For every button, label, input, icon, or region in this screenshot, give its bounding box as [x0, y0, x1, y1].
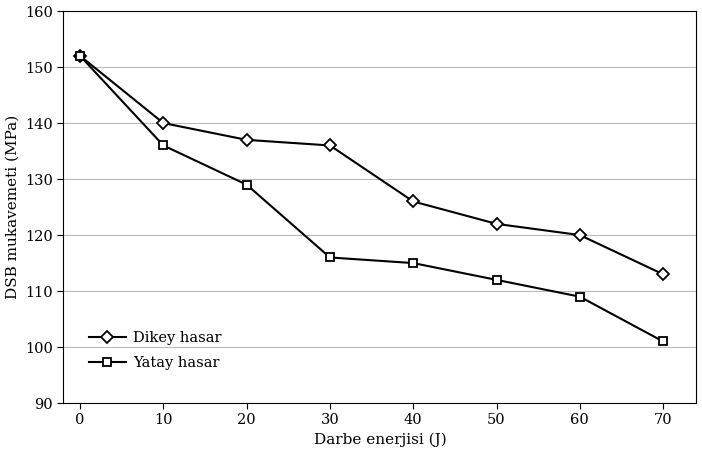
Yatay hasar	[492, 277, 501, 283]
Yatay hasar	[576, 294, 584, 299]
Dikey hasar	[326, 143, 334, 148]
Yatay hasar	[326, 255, 334, 260]
Dikey hasar	[492, 221, 501, 226]
Yatay hasar	[659, 339, 668, 344]
Line: Yatay hasar: Yatay hasar	[76, 52, 668, 346]
Dikey hasar	[242, 137, 251, 143]
Legend: Dikey hasar, Yatay hasar: Dikey hasar, Yatay hasar	[84, 325, 227, 376]
Yatay hasar	[159, 143, 168, 148]
Dikey hasar	[159, 120, 168, 126]
Dikey hasar	[659, 271, 668, 277]
Dikey hasar	[576, 232, 584, 238]
X-axis label: Darbe enerjisi (J): Darbe enerjisi (J)	[314, 433, 446, 448]
Yatay hasar	[242, 182, 251, 188]
Yatay hasar	[409, 260, 418, 266]
Dikey hasar	[76, 53, 84, 58]
Line: Dikey hasar: Dikey hasar	[76, 52, 668, 279]
Y-axis label: DSB mukavemeti (MPa): DSB mukavemeti (MPa)	[6, 115, 20, 299]
Yatay hasar	[76, 53, 84, 58]
Dikey hasar	[409, 199, 418, 204]
